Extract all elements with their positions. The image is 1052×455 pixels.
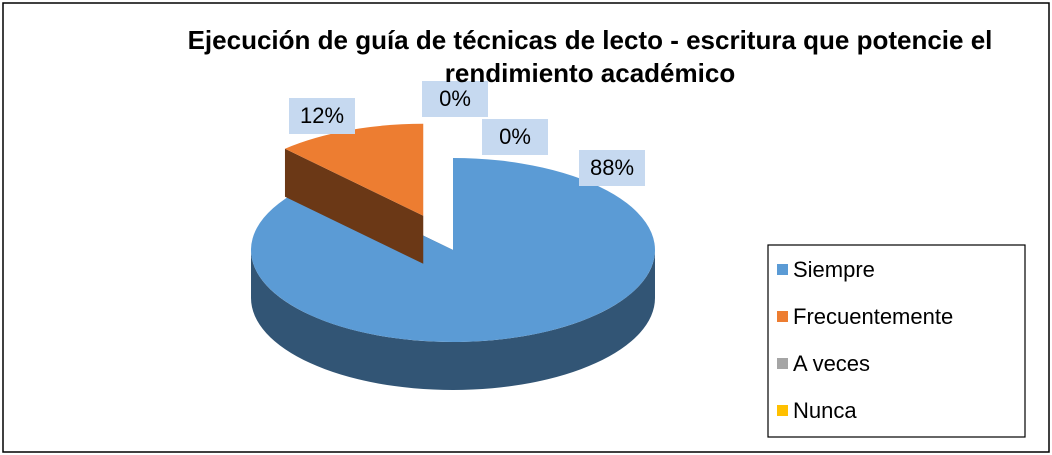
data-label-bg [422,81,488,117]
legend-swatch [777,264,788,275]
legend-label: Siempre [793,257,875,282]
legend-label: A veces [793,351,870,376]
legend-label: Nunca [793,398,857,423]
legend-swatch [777,358,788,369]
legend-swatch [777,311,788,322]
data-label-bg [579,150,645,186]
pie-slice [284,123,424,216]
data-label-bg [482,119,548,155]
data-label: 12% [300,103,344,128]
data-label: 88% [590,155,634,180]
legend-label: Frecuentemente [793,304,953,329]
chart-title: Ejecución de guía de técnicas de lecto -… [187,25,993,88]
legend-swatch [777,405,788,416]
data-label-bg [289,98,355,134]
data-label: 0% [439,86,471,111]
pie-cut-face [284,148,424,264]
legend-box [767,244,1026,438]
pie-side [251,250,655,390]
data-label: 0% [499,124,531,149]
